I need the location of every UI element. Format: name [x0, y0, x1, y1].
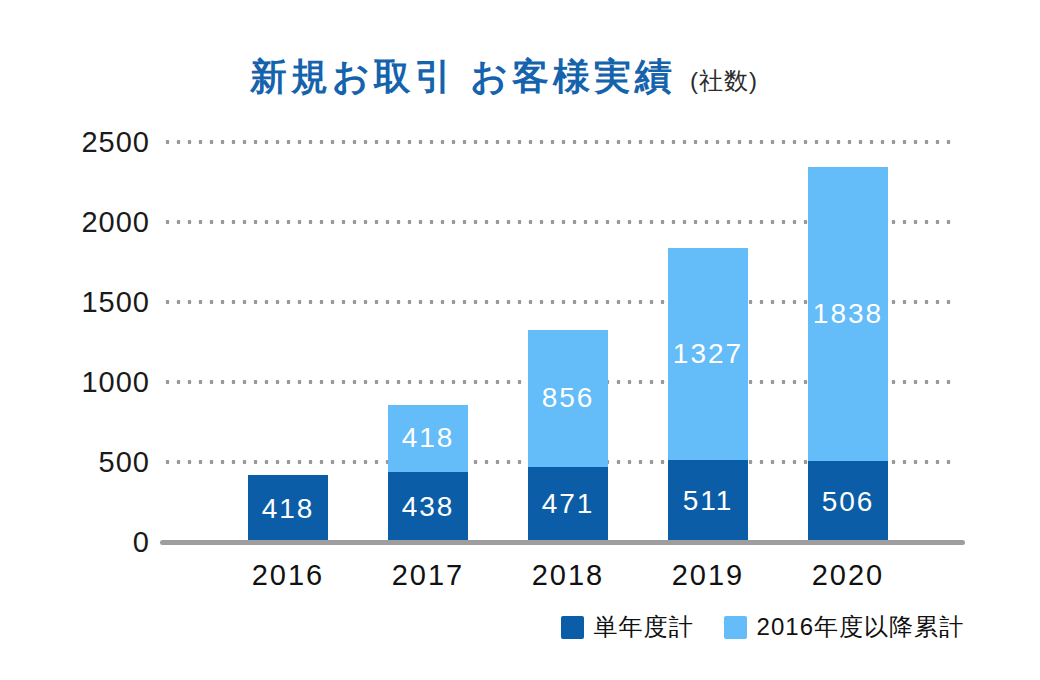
bar-value-label: 856 — [498, 382, 638, 414]
y-axis-tick-label: 2500 — [0, 126, 150, 158]
legend: 単年度計 2016年度以降累計 — [561, 611, 964, 643]
legend-label: 2016年度以降累計 — [757, 611, 964, 643]
x-axis-baseline — [160, 540, 965, 545]
bar-value-label: 1327 — [638, 338, 778, 370]
legend-swatch — [724, 616, 747, 639]
x-axis-category-label: 2020 — [778, 558, 918, 592]
y-axis-tick-label: 500 — [0, 446, 150, 478]
bar-value-label: 1838 — [778, 298, 918, 330]
bar-value-label: 418 — [358, 422, 498, 454]
legend-swatch — [561, 616, 584, 639]
y-axis-tick-label: 1000 — [0, 366, 150, 398]
plot-area: 0500100015002000250041820164384182017471… — [0, 0, 1040, 680]
bar-value-label: 418 — [218, 493, 358, 525]
bar-value-label: 511 — [638, 485, 778, 517]
y-axis-tick-label: 0 — [0, 526, 150, 558]
bar-value-label: 438 — [358, 491, 498, 523]
legend-item: 2016年度以降累計 — [724, 611, 964, 643]
x-axis-category-label: 2017 — [358, 558, 498, 592]
y-axis-tick-label: 2000 — [0, 206, 150, 238]
y-axis-tick-label: 1500 — [0, 286, 150, 318]
chart-page: 新規お取引 お客様実績 (社数) 05001000150020002500418… — [0, 0, 1040, 680]
legend-item: 単年度計 — [561, 611, 694, 643]
legend-label: 単年度計 — [594, 611, 694, 643]
x-axis-category-label: 2016 — [218, 558, 358, 592]
x-axis-category-label: 2018 — [498, 558, 638, 592]
bar-value-label: 471 — [498, 488, 638, 520]
gridline-dotted — [162, 140, 957, 144]
bar-value-label: 506 — [778, 486, 918, 518]
x-axis-category-label: 2019 — [638, 558, 778, 592]
